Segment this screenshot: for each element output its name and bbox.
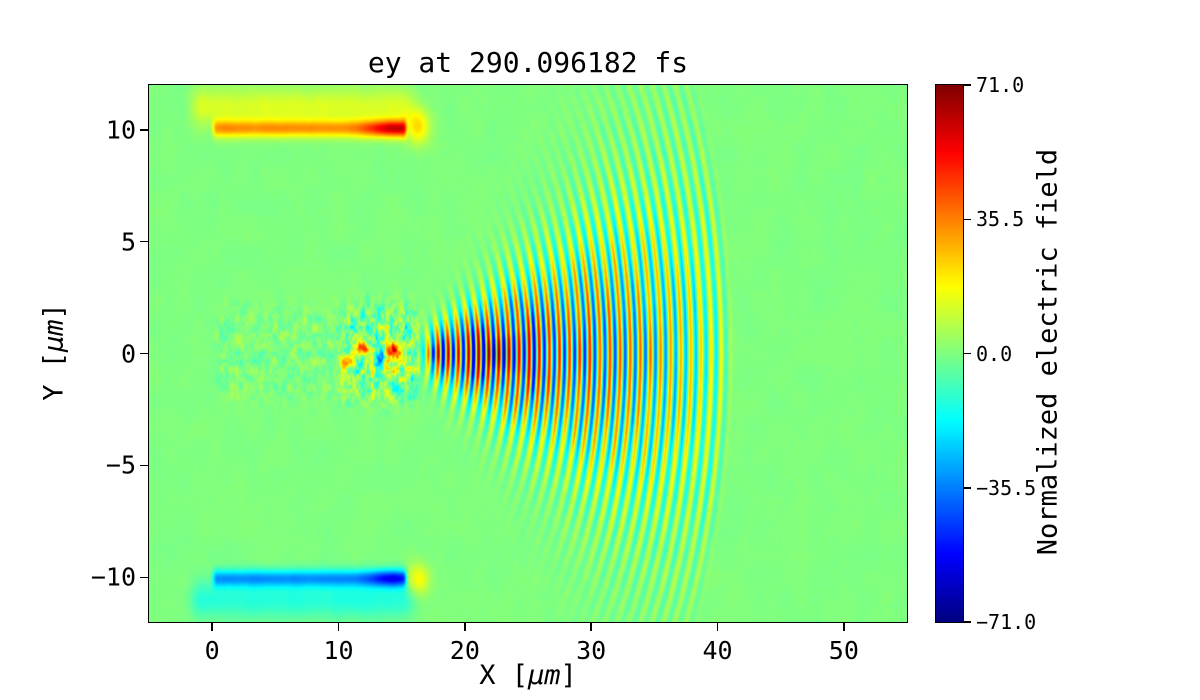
x-tick-mark — [716, 623, 719, 631]
colorbar-tick-label: 35.5 — [976, 207, 1025, 232]
x-axis-label-unit: μm — [528, 660, 561, 691]
plot-title: ey at 290.096182 fs — [367, 46, 689, 79]
x-tick-mark — [590, 623, 592, 631]
x-tick-label: 30 — [576, 636, 607, 665]
x-tick-label: 10 — [323, 636, 354, 665]
colorbar-tick-label: −71.0 — [976, 610, 1037, 634]
colorbar-tick-mark — [964, 218, 971, 220]
x-axis-label: X [μm] — [148, 660, 908, 691]
x-tick-label: 0 — [204, 636, 220, 665]
x-tick-mark — [211, 623, 213, 631]
x-tick-label: 40 — [702, 636, 733, 665]
x-tick-mark — [464, 623, 466, 631]
colorbar-tick-mark — [964, 84, 971, 86]
plot-area — [148, 84, 908, 623]
x-tick-mark — [337, 623, 340, 631]
x-axis-label-prefix: X [ — [479, 660, 528, 691]
y-tick-mark — [140, 240, 148, 243]
x-tick-mark — [843, 623, 845, 631]
y-tick-mark — [140, 129, 148, 131]
x-tick-label: 50 — [828, 636, 859, 665]
colorbar-tick-label: 71.0 — [976, 73, 1025, 97]
y-tick-label: 5 — [120, 227, 136, 257]
colorbar-label: Normalized electric field — [1032, 148, 1064, 556]
y-axis-label-suffix: ] — [38, 303, 70, 320]
x-axis-label-suffix: ] — [560, 660, 577, 691]
heatmap-canvas — [149, 85, 907, 622]
colorbar-tick-label: 0.0 — [976, 341, 1013, 366]
y-tick-label: 0 — [120, 339, 136, 368]
y-tick-mark — [140, 464, 148, 467]
colorbar — [935, 84, 964, 623]
colorbar-canvas — [936, 85, 963, 622]
y-tick-label: −5 — [105, 450, 136, 480]
x-tick-label: 20 — [449, 636, 480, 665]
colorbar-tick-mark — [964, 621, 971, 623]
y-tick-mark — [140, 352, 148, 355]
y-tick-label: 10 — [105, 115, 136, 145]
colorbar-tick-label: −35.5 — [976, 475, 1037, 500]
colorbar-tick-mark — [964, 487, 971, 489]
y-tick-label: −10 — [90, 562, 136, 592]
colorbar-tick-mark — [964, 352, 971, 355]
y-tick-mark — [140, 576, 148, 578]
